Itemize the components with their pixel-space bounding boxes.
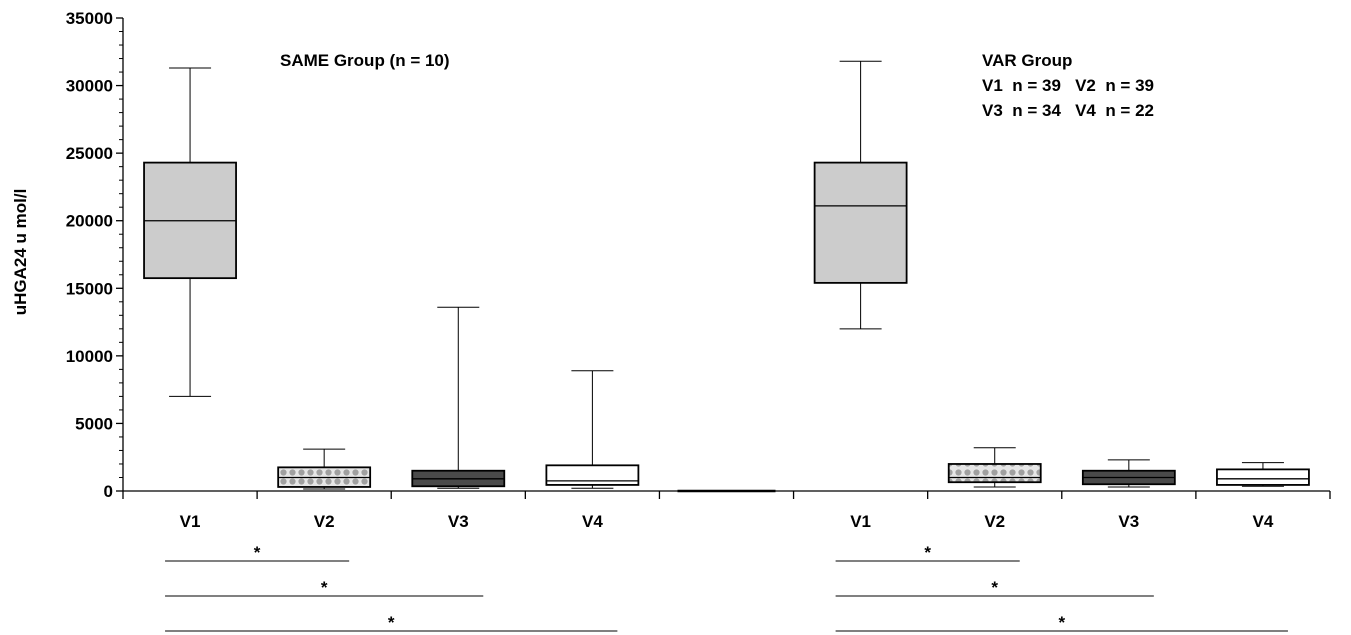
significance-star: * — [388, 613, 395, 632]
group-label-line: V1 n = 39 V2 n = 39 — [982, 76, 1154, 95]
x-tick-label: V1 — [850, 512, 871, 531]
box-same-v2 — [277, 448, 372, 490]
axes: 0 5000 10000 15000 20000 25000 30000 35000 — [66, 9, 1331, 501]
x-tick-label: V4 — [582, 512, 603, 531]
significance-brackets: * * * * * * — [165, 543, 1288, 632]
x-tick-label: V3 — [1118, 512, 1139, 531]
significance-star: * — [924, 543, 931, 562]
y-tick-label: 30000 — [66, 77, 113, 96]
y-tick-label: 25000 — [66, 144, 113, 163]
boxes — [143, 60, 1310, 490]
y-tick-label: 0 — [104, 482, 113, 501]
x-tick-label: V2 — [314, 512, 335, 531]
x-tick-label: V4 — [1253, 512, 1274, 531]
y-tick-label: 10000 — [66, 347, 113, 366]
significance-star: * — [321, 578, 328, 597]
x-tick-label: V3 — [448, 512, 469, 531]
x-tick-label: V2 — [984, 512, 1005, 531]
box-body — [947, 463, 1042, 484]
significance-star: * — [1058, 613, 1065, 632]
box-same-v4 — [545, 370, 640, 489]
box-body — [813, 161, 908, 284]
box-var-v1 — [813, 60, 908, 330]
x-tick-labels: V1 V2 V3 V4 V1 V2 V3 V4 — [180, 512, 1274, 531]
y-tick-label: 20000 — [66, 212, 113, 231]
box-same-v3 — [411, 306, 506, 489]
box-var-v3 — [1081, 459, 1176, 488]
y-tick-label: 5000 — [75, 414, 113, 433]
box-body — [545, 464, 640, 486]
box-var-v4 — [1216, 462, 1310, 487]
box-var-v2 — [947, 447, 1042, 488]
group-label-line: V3 n = 34 V4 n = 22 — [982, 101, 1154, 120]
y-tick-label: 35000 — [66, 9, 113, 28]
group-label-line: SAME Group (n = 10) — [280, 51, 450, 70]
y-tick-label: 15000 — [66, 279, 113, 298]
group-labels: SAME Group (n = 10) VAR Group V1 n = 39 V2… — [280, 51, 1154, 120]
y-axis-label: uHGA24 u mol/l — [11, 189, 30, 316]
box-body — [1216, 468, 1310, 486]
x-tick-label: V1 — [180, 512, 201, 531]
significance-star: * — [254, 543, 261, 562]
box-same-v1 — [143, 67, 237, 397]
group-label-line: VAR Group — [982, 51, 1072, 70]
significance-star: * — [991, 578, 998, 597]
